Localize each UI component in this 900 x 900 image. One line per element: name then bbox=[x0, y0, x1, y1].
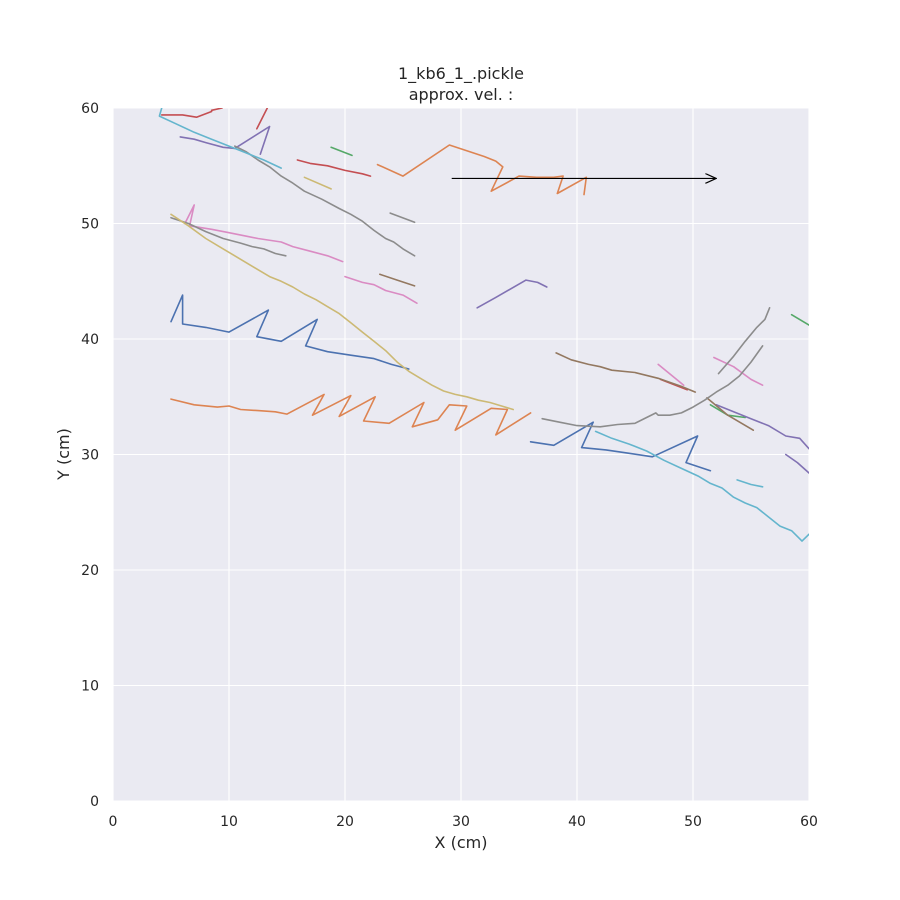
trajectory-line-19 bbox=[184, 204, 344, 263]
x-tick-label: 10 bbox=[220, 814, 238, 830]
trajectory-line-13 bbox=[476, 279, 548, 309]
trajectory-line-8 bbox=[160, 108, 223, 118]
chart-subtitle: approx. vel. : bbox=[409, 85, 514, 104]
trajectory-line-5 bbox=[330, 146, 353, 157]
trajectory-line-32 bbox=[736, 479, 764, 488]
y-tick-labels: 0 10 20 30 40 50 60 bbox=[81, 101, 99, 810]
x-tick-label: 60 bbox=[800, 814, 818, 830]
trajectory-line-23 bbox=[234, 145, 416, 257]
y-tick-label: 60 bbox=[81, 101, 99, 117]
trajectory-line-30 bbox=[158, 108, 283, 169]
trajectory-line-3 bbox=[170, 393, 532, 436]
y-tick-label: 20 bbox=[81, 563, 99, 579]
trajectory-line-26 bbox=[541, 345, 764, 428]
y-tick-label: 40 bbox=[81, 332, 99, 348]
trajectory-line-9 bbox=[255, 108, 269, 130]
x-tick-label: 20 bbox=[336, 814, 354, 830]
trajectory-line-31 bbox=[594, 430, 809, 542]
trajectory-line-7 bbox=[790, 313, 809, 326]
trajectory-line-10 bbox=[296, 159, 372, 177]
trajectory-series bbox=[158, 108, 809, 542]
trajectory-line-2 bbox=[529, 421, 712, 472]
trajectory-line-18 bbox=[706, 397, 755, 432]
trajectory-line-16 bbox=[378, 273, 416, 287]
trajectory-line-24 bbox=[170, 216, 287, 257]
trajectory-line-14 bbox=[715, 403, 809, 450]
trajectory-line-4 bbox=[376, 144, 588, 196]
x-axis-label: X (cm) bbox=[435, 833, 488, 852]
y-tick-label: 0 bbox=[90, 794, 99, 810]
y-tick-label: 50 bbox=[81, 217, 99, 233]
y-tick-label: 30 bbox=[81, 448, 99, 464]
grid-lines bbox=[112, 107, 810, 802]
trajectory-line-25 bbox=[389, 212, 416, 224]
trajectory-line-28 bbox=[170, 213, 515, 411]
trajectory-line-20 bbox=[344, 275, 418, 305]
trajectory-line-21 bbox=[657, 363, 685, 387]
x-tick-label: 30 bbox=[452, 814, 470, 830]
x-tick-label: 0 bbox=[109, 814, 118, 830]
chart-title: 1_kb6_1_.pickle bbox=[398, 64, 524, 84]
y-tick-label: 10 bbox=[81, 679, 99, 695]
trajectory-line-15 bbox=[784, 453, 809, 474]
trajectory-line-12 bbox=[179, 125, 271, 155]
trajectory-line-1 bbox=[170, 294, 410, 370]
x-tick-label: 50 bbox=[684, 814, 702, 830]
trajectory-line-17 bbox=[555, 352, 697, 393]
trajectory-line-27 bbox=[717, 306, 771, 375]
trajectory-line-29 bbox=[303, 176, 332, 190]
x-tick-labels: 0 10 20 30 40 50 60 bbox=[109, 814, 818, 830]
y-axis-label: Y (cm) bbox=[54, 428, 73, 481]
x-tick-label: 40 bbox=[568, 814, 586, 830]
